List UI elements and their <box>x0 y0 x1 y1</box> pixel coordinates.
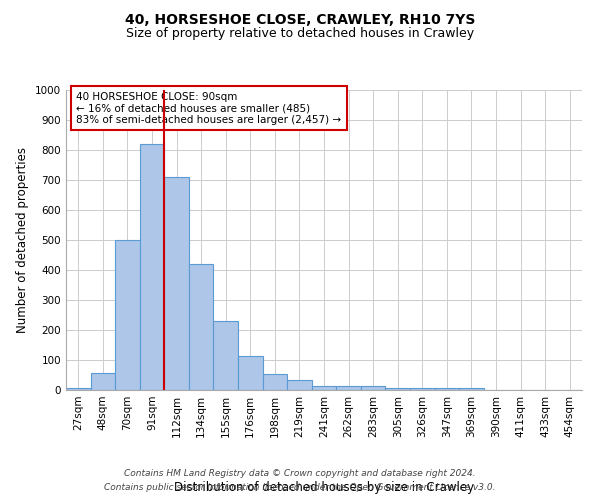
X-axis label: Distribution of detached houses by size in Crawley: Distribution of detached houses by size … <box>174 482 474 494</box>
Bar <box>336 386 361 390</box>
Bar <box>312 386 336 390</box>
Text: Size of property relative to detached houses in Crawley: Size of property relative to detached ho… <box>126 28 474 40</box>
Text: Contains public sector information licensed under the Open Government Licence v3: Contains public sector information licen… <box>104 484 496 492</box>
Bar <box>459 388 484 390</box>
Bar <box>410 388 434 390</box>
Text: 40, HORSESHOE CLOSE, CRAWLEY, RH10 7YS: 40, HORSESHOE CLOSE, CRAWLEY, RH10 7YS <box>125 12 475 26</box>
Bar <box>140 144 164 390</box>
Bar <box>385 388 410 390</box>
Bar <box>91 373 115 390</box>
Bar <box>434 388 459 390</box>
Bar <box>214 321 238 390</box>
Bar <box>238 356 263 390</box>
Text: 40 HORSESHOE CLOSE: 90sqm
← 16% of detached houses are smaller (485)
83% of semi: 40 HORSESHOE CLOSE: 90sqm ← 16% of detac… <box>76 92 341 124</box>
Bar <box>361 386 385 390</box>
Bar <box>189 264 214 390</box>
Bar <box>164 177 189 390</box>
Bar <box>287 380 312 390</box>
Y-axis label: Number of detached properties: Number of detached properties <box>16 147 29 333</box>
Text: Contains HM Land Registry data © Crown copyright and database right 2024.: Contains HM Land Registry data © Crown c… <box>124 468 476 477</box>
Bar <box>263 374 287 390</box>
Bar <box>115 240 140 390</box>
Bar <box>66 388 91 390</box>
